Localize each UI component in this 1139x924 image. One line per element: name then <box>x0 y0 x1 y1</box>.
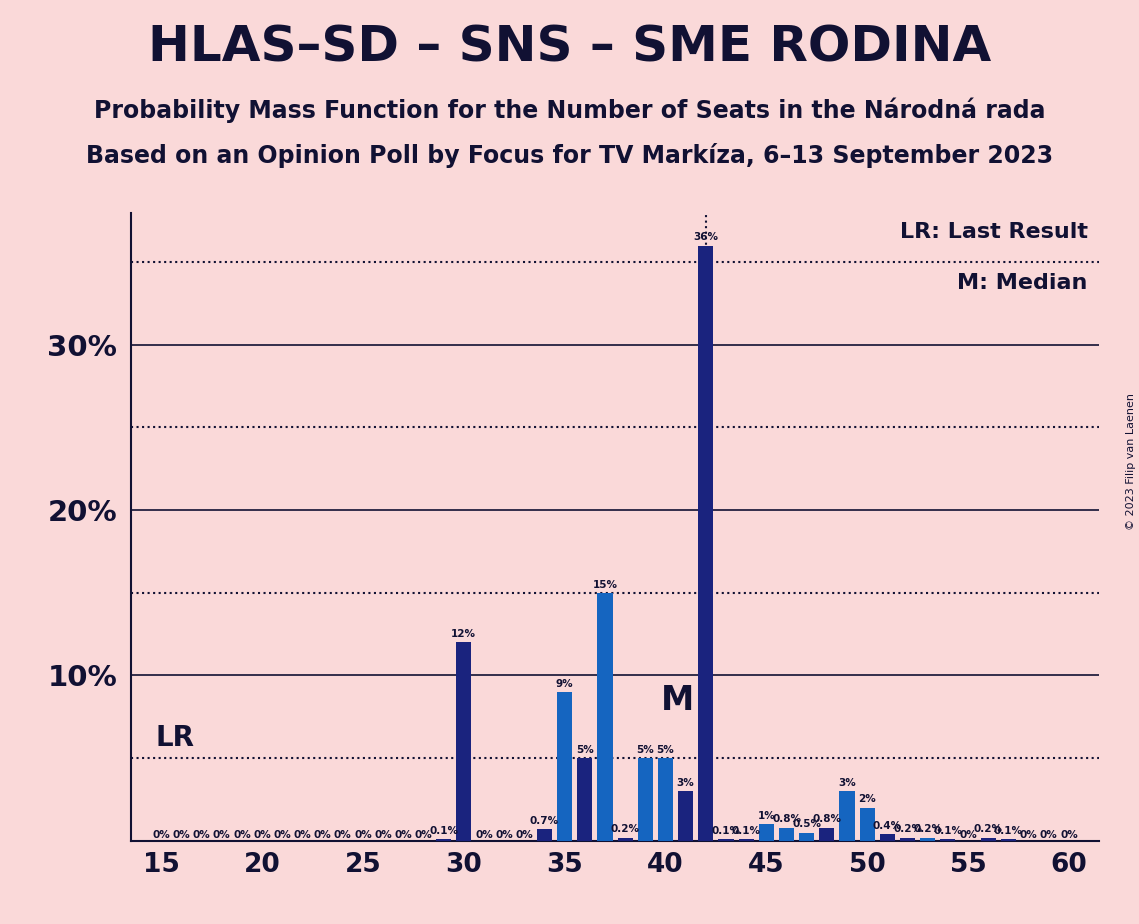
Text: 0%: 0% <box>354 830 371 840</box>
Text: LR: LR <box>155 723 194 751</box>
Text: 5%: 5% <box>576 745 593 755</box>
Bar <box>719 839 734 841</box>
Text: 0.1%: 0.1% <box>933 826 962 836</box>
Text: M: M <box>661 684 694 717</box>
Text: Based on an Opinion Poll by Focus for TV Markíza, 6–13 September 2023: Based on an Opinion Poll by Focus for TV… <box>85 143 1054 168</box>
Text: 0.2%: 0.2% <box>974 824 1002 834</box>
Text: 0%: 0% <box>153 830 170 840</box>
Text: M: Median: M: Median <box>958 273 1088 293</box>
Text: Probability Mass Function for the Number of Seats in the Národná rada: Probability Mass Function for the Number… <box>93 97 1046 123</box>
Text: 0.8%: 0.8% <box>812 814 842 824</box>
Bar <box>981 837 995 841</box>
Text: 0%: 0% <box>495 830 513 840</box>
Text: © 2023 Filip van Laenen: © 2023 Filip van Laenen <box>1126 394 1136 530</box>
Text: 5%: 5% <box>637 745 654 755</box>
Bar <box>839 791 854 841</box>
Bar <box>536 829 552 841</box>
Bar <box>879 834 895 841</box>
Text: 0.2%: 0.2% <box>893 824 923 834</box>
Text: 0.4%: 0.4% <box>872 821 902 831</box>
Text: 0%: 0% <box>273 830 292 840</box>
Text: 9%: 9% <box>556 679 573 688</box>
Text: 15%: 15% <box>592 579 617 590</box>
Bar <box>941 839 956 841</box>
Bar <box>860 808 875 841</box>
Text: 1%: 1% <box>757 811 776 821</box>
Text: 0%: 0% <box>415 830 433 840</box>
Text: 0%: 0% <box>253 830 271 840</box>
Text: 0.1%: 0.1% <box>712 826 740 836</box>
Text: 0%: 0% <box>375 830 392 840</box>
Bar <box>698 246 713 841</box>
Text: 5%: 5% <box>656 745 674 755</box>
Bar <box>920 837 935 841</box>
Text: 0%: 0% <box>334 830 352 840</box>
Text: 2%: 2% <box>859 795 876 805</box>
Text: 0.7%: 0.7% <box>530 816 559 826</box>
Text: 0.1%: 0.1% <box>731 826 761 836</box>
Bar <box>638 759 653 841</box>
Bar <box>800 833 814 841</box>
Bar <box>436 839 451 841</box>
Text: 0.2%: 0.2% <box>611 824 640 834</box>
Text: 3%: 3% <box>677 778 695 788</box>
Text: 0%: 0% <box>394 830 412 840</box>
Text: 12%: 12% <box>451 629 476 639</box>
Bar <box>759 824 773 841</box>
Bar <box>779 828 794 841</box>
Bar <box>557 692 572 841</box>
Text: 0%: 0% <box>959 830 977 840</box>
Bar <box>658 759 673 841</box>
Text: 0%: 0% <box>1060 830 1077 840</box>
Text: 0%: 0% <box>1019 830 1038 840</box>
Bar <box>819 828 835 841</box>
Text: LR: Last Result: LR: Last Result <box>900 222 1088 242</box>
Text: 0%: 0% <box>233 830 251 840</box>
Text: 0%: 0% <box>313 830 331 840</box>
Bar <box>678 791 694 841</box>
Text: 0.1%: 0.1% <box>994 826 1023 836</box>
Text: HLAS–SD – SNS – SME RODINA: HLAS–SD – SNS – SME RODINA <box>148 23 991 71</box>
Bar <box>1001 839 1016 841</box>
Text: 0%: 0% <box>516 830 533 840</box>
Bar <box>598 593 613 841</box>
Bar <box>738 839 754 841</box>
Text: 0.5%: 0.5% <box>792 820 821 829</box>
Text: 0%: 0% <box>213 830 230 840</box>
Text: 36%: 36% <box>694 232 719 242</box>
Text: 0.1%: 0.1% <box>429 826 458 836</box>
Bar <box>577 759 592 841</box>
Bar <box>457 642 472 841</box>
Text: 0%: 0% <box>1040 830 1058 840</box>
Text: 0%: 0% <box>172 830 190 840</box>
Bar <box>900 837 915 841</box>
Text: 0%: 0% <box>294 830 311 840</box>
Text: 0.2%: 0.2% <box>913 824 942 834</box>
Bar <box>617 837 632 841</box>
Text: 0.8%: 0.8% <box>772 814 801 824</box>
Text: 0%: 0% <box>475 830 493 840</box>
Text: 3%: 3% <box>838 778 855 788</box>
Text: 0%: 0% <box>192 830 211 840</box>
